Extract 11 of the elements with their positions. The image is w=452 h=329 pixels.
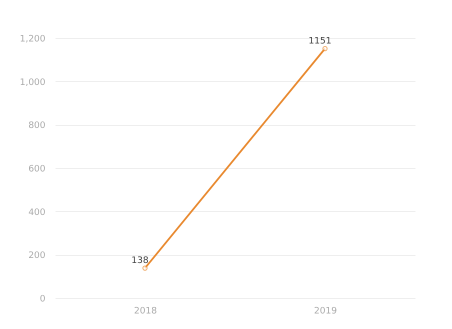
x-tick-label: 2019 bbox=[314, 306, 338, 316]
y-tick-label: 1,200 bbox=[20, 34, 46, 44]
data-label: 1151 bbox=[308, 36, 332, 47]
y-tick-label: 400 bbox=[28, 208, 46, 218]
y-tick-label: 800 bbox=[28, 121, 46, 132]
x-tick-label: 2018 bbox=[134, 306, 158, 316]
y-tick-label: 1,000 bbox=[20, 78, 46, 88]
y-tick-label: 600 bbox=[28, 164, 46, 174]
y-tick-label: 200 bbox=[28, 251, 46, 262]
data-label: 138 bbox=[131, 256, 149, 266]
y-tick-label: 0 bbox=[40, 294, 46, 304]
